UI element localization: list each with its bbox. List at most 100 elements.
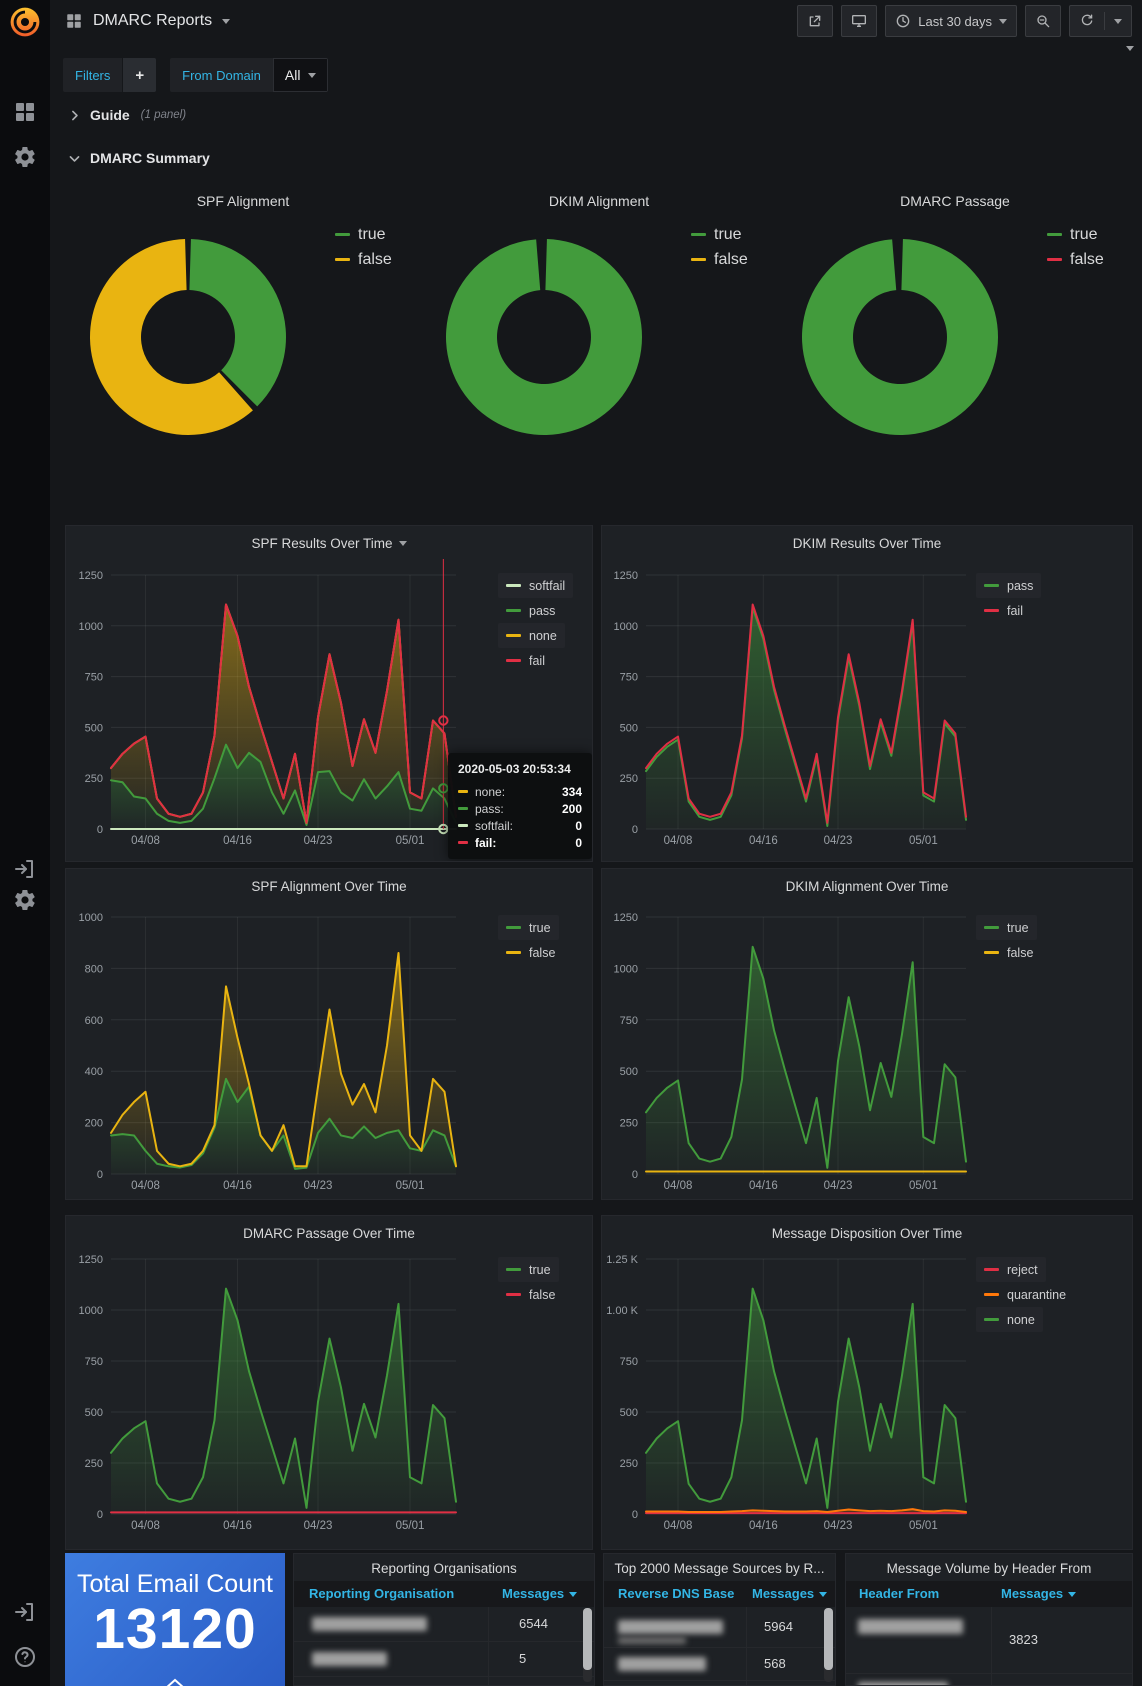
- chart-tooltip: 2020-05-03 20:53:34 none: 334 pass: 200 softf…: [448, 753, 592, 859]
- legend-item-quarantine[interactable]: quarantine: [976, 1282, 1074, 1307]
- column-header-header-from[interactable]: Header From: [859, 1586, 940, 1601]
- panel-spf-alignment-over-time: SPF Alignment Over Time 0 200 400 600 800 100…: [65, 868, 593, 1200]
- series-line-true: [645, 945, 967, 1169]
- corner-caret-icon[interactable]: [1126, 46, 1134, 51]
- panel-title[interactable]: DKIM Alignment: [548, 193, 650, 209]
- panel-title[interactable]: Message Disposition Over Time: [771, 1226, 963, 1241]
- table-row: 5964: [604, 1607, 835, 1648]
- dashboard-title-wrap[interactable]: DMARC Reports: [50, 12, 231, 30]
- pie-slice-true[interactable]: [446, 239, 642, 435]
- column-header-messages[interactable]: Messages: [752, 1581, 828, 1607]
- dashboard-header: DMARC Reports Last 30 days: [50, 0, 1142, 42]
- svg-text:05/01: 05/01: [909, 1180, 938, 1192]
- panel-title[interactable]: DKIM Results Over Time: [792, 536, 942, 551]
- zoom-out-button[interactable]: [1025, 5, 1061, 37]
- legend-item-pass[interactable]: pass: [976, 573, 1042, 598]
- summary-row-title[interactable]: DMARC Summary: [90, 150, 210, 166]
- legend-item-pass[interactable]: pass: [498, 598, 563, 623]
- time-range-button[interactable]: Last 30 days: [885, 5, 1017, 37]
- legend-item-false[interactable]: false: [498, 1282, 563, 1307]
- panel-title[interactable]: SPF Alignment Over Time: [251, 879, 407, 894]
- dkim-results-legend: pass fail: [976, 573, 1042, 623]
- server-admin-gear-icon[interactable]: [13, 888, 37, 912]
- svg-text:0: 0: [97, 1509, 103, 1521]
- legend-item-true[interactable]: true: [498, 1257, 559, 1282]
- sort-caret-icon: [1068, 1592, 1077, 1597]
- refresh-button[interactable]: [1069, 5, 1132, 37]
- legend-swatch-false: [506, 950, 521, 955]
- cell-messages: 5964: [764, 1619, 793, 1634]
- legend-item-false[interactable]: false: [683, 247, 756, 272]
- legend-label: none: [1007, 1312, 1035, 1327]
- pie-slice-false[interactable]: [90, 239, 253, 435]
- legend-item-reject[interactable]: reject: [976, 1257, 1046, 1282]
- guide-row-title[interactable]: Guide: [90, 107, 130, 123]
- legend-item-true[interactable]: true: [1039, 222, 1106, 247]
- stat-title: Total Email Count: [77, 1570, 273, 1598]
- legend-item-none[interactable]: none: [976, 1307, 1043, 1332]
- legend-item-true[interactable]: true: [683, 222, 750, 247]
- dkim-align-chart: 0 250 500 750 1000 1250 04/08 04/16 04/23 05/01: [614, 912, 967, 1192]
- row-dmarc-summary[interactable]: DMARC Summary: [68, 150, 210, 166]
- svg-text:0: 0: [97, 824, 103, 836]
- column-header-messages[interactable]: Messages: [502, 1581, 578, 1607]
- disposition-legend: reject quarantine none: [976, 1257, 1074, 1332]
- column-header-messages[interactable]: Messages: [1001, 1581, 1077, 1607]
- share-button[interactable]: [797, 5, 834, 37]
- legend-label: quarantine: [1007, 1287, 1067, 1302]
- configuration-gear-icon[interactable]: [13, 145, 37, 169]
- sign-in-bottom-icon[interactable]: [13, 1600, 37, 1624]
- legend-item-true[interactable]: true: [498, 915, 559, 940]
- legend-item-fail[interactable]: fail: [498, 648, 553, 673]
- legend-item-fail[interactable]: fail: [976, 598, 1031, 623]
- panel-title[interactable]: DKIM Alignment Over Time: [785, 879, 949, 894]
- filters-label[interactable]: Filters: [75, 67, 111, 83]
- panel-title[interactable]: SPF Results Over Time: [66, 536, 592, 551]
- sign-in-icon[interactable]: [13, 857, 37, 881]
- tooltip-row-softfail: softfail: 0: [458, 817, 582, 834]
- legend-item-none[interactable]: none: [498, 623, 565, 648]
- dashboards-icon[interactable]: [13, 100, 37, 124]
- pie-slice-true[interactable]: [189, 239, 286, 407]
- from-domain-dropdown[interactable]: All: [272, 58, 329, 92]
- svg-text:05/01: 05/01: [396, 835, 425, 847]
- legend-swatch-false: [984, 950, 999, 955]
- share-icon: [807, 13, 823, 29]
- add-filter-button[interactable]: +: [122, 58, 157, 92]
- legend-item-false[interactable]: false: [976, 940, 1041, 965]
- cycle-view-button[interactable]: [841, 5, 878, 37]
- legend-item-false[interactable]: false: [1039, 247, 1112, 272]
- legend-item-softfail[interactable]: softfail: [498, 573, 574, 598]
- panel-title[interactable]: SPF Alignment: [196, 193, 290, 209]
- row-guide[interactable]: Guide (1 panel): [68, 107, 186, 123]
- svg-text:400: 400: [85, 1066, 103, 1078]
- refresh-caret-icon[interactable]: [1114, 18, 1122, 24]
- column-header-reverse-dns-base[interactable]: Reverse DNS Base: [618, 1586, 735, 1601]
- pie-slice-true[interactable]: [802, 239, 998, 435]
- help-icon[interactable]: [13, 1645, 37, 1669]
- cell-messages: 568: [764, 1656, 786, 1671]
- grafana-logo-icon[interactable]: [7, 4, 43, 40]
- panel-title[interactable]: DMARC Passage: [900, 193, 1010, 209]
- spf-align-legend: true false: [498, 915, 563, 965]
- legend-item-true[interactable]: true: [976, 915, 1037, 940]
- panel-title[interactable]: DMARC Passage Over Time: [243, 1226, 415, 1241]
- legend-item-true[interactable]: true: [327, 222, 394, 247]
- legend-item-false[interactable]: false: [498, 940, 563, 965]
- tooltip-swatch: [458, 807, 468, 810]
- column-header-reporting-organisation[interactable]: Reporting Organisation: [309, 1586, 455, 1601]
- tooltip-label: pass:: [475, 801, 504, 816]
- scrollbar-thumb[interactable]: [824, 1608, 833, 1670]
- tooltip-label: softfail:: [475, 818, 514, 833]
- page-title[interactable]: DMARC Reports: [93, 12, 213, 29]
- panel-title[interactable]: Top 2000 Message Sources by R...: [614, 1561, 825, 1576]
- series-line-pass: [110, 743, 457, 826]
- panel-title[interactable]: Message Volume by Header From: [886, 1561, 1092, 1576]
- panel-title[interactable]: Reporting Organisations: [371, 1561, 517, 1576]
- legend-item-false[interactable]: false: [327, 247, 400, 272]
- monitor-icon: [851, 13, 867, 29]
- stat-sparkline: [166, 1678, 184, 1686]
- dmarc-passage-donut: [800, 233, 1000, 437]
- scrollbar-thumb[interactable]: [583, 1608, 592, 1670]
- svg-text:1.25 K: 1.25 K: [606, 1254, 638, 1266]
